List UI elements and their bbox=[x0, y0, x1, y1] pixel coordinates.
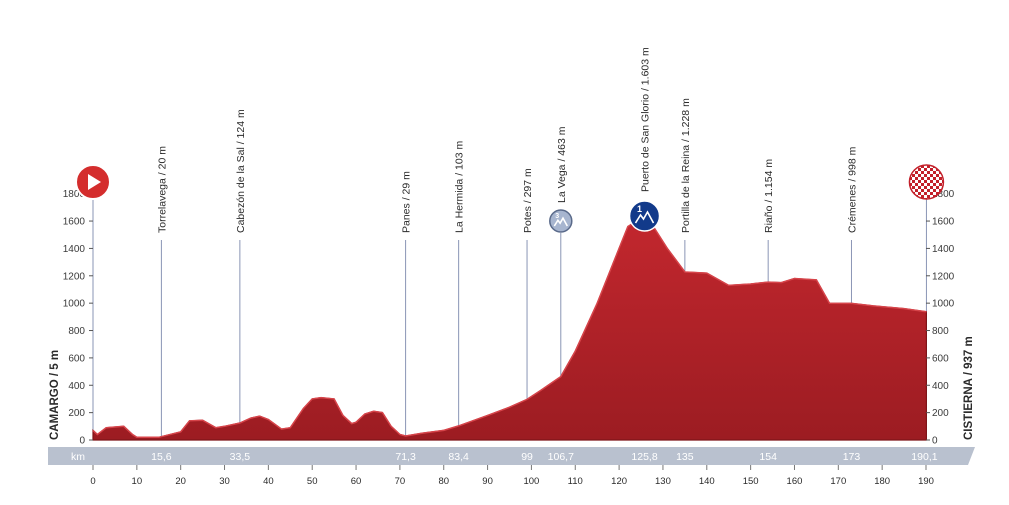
waypoint-label-2: Panes / 29 m bbox=[401, 171, 413, 233]
y-tick-left-400: 400 bbox=[68, 381, 85, 392]
y-tick-right-1800: 1800 bbox=[932, 189, 955, 200]
waypoint-label-1: Cabezón de la Sal / 124 m bbox=[235, 109, 247, 233]
waypoint-label-7: Portilla de la Reina / 1.228 m bbox=[680, 98, 692, 233]
y-tick-right-1200: 1200 bbox=[932, 271, 955, 282]
band-km-finish: 190,1 bbox=[911, 451, 937, 463]
y-tick-left-200: 200 bbox=[68, 408, 85, 419]
band-km-6: 125,8 bbox=[631, 451, 657, 463]
x-tick-140: 140 bbox=[699, 476, 715, 487]
y-tick-left-800: 800 bbox=[68, 326, 85, 337]
x-tick-100: 100 bbox=[523, 476, 539, 487]
y-tick-left-1200: 1200 bbox=[63, 271, 86, 282]
y-tick-left-1600: 1600 bbox=[63, 217, 86, 228]
x-tick-20: 20 bbox=[175, 476, 186, 487]
x-axis-label: km bbox=[71, 451, 85, 463]
x-tick-60: 60 bbox=[351, 476, 362, 487]
y-tick-left-1000: 1000 bbox=[63, 299, 86, 310]
waypoint-label-4: Potes / 297 m bbox=[522, 168, 534, 233]
x-tick-120: 120 bbox=[611, 476, 627, 487]
y-tick-right-200: 200 bbox=[932, 408, 949, 419]
profile-ridge-line bbox=[92, 219, 927, 439]
band-km-7: 135 bbox=[676, 451, 694, 463]
waypoint-label-3: La Hermida / 103 m bbox=[454, 141, 466, 233]
x-tick-0: 0 bbox=[90, 476, 95, 487]
start-label: CAMARGO / 5 m bbox=[49, 350, 61, 440]
band-km-9: 173 bbox=[843, 451, 861, 463]
climb-category-text: 1 bbox=[637, 204, 642, 214]
x-tick-40: 40 bbox=[263, 476, 274, 487]
x-tick-70: 70 bbox=[395, 476, 406, 487]
x-tick-190: 190 bbox=[918, 476, 934, 487]
band-km-8: 154 bbox=[759, 451, 777, 463]
x-tick-180: 180 bbox=[874, 476, 890, 487]
x-tick-80: 80 bbox=[438, 476, 449, 487]
waypoint-label-5: La Vega / 463 m bbox=[556, 126, 568, 203]
waypoint-label-8: Riaño / 1.154 m bbox=[763, 159, 775, 233]
band-km-0: 15,6 bbox=[151, 451, 172, 463]
x-tick-90: 90 bbox=[482, 476, 493, 487]
y-tick-left-600: 600 bbox=[68, 353, 85, 364]
waypoint-label-9: Crémenes / 998 m bbox=[846, 146, 858, 233]
x-tick-160: 160 bbox=[787, 476, 803, 487]
waypoint-label-0: Torrelavega / 20 m bbox=[156, 146, 168, 233]
finish-label: CISTIERNA / 937 m bbox=[963, 336, 975, 440]
band-km-3: 83,4 bbox=[448, 451, 469, 463]
y-tick-right-0: 0 bbox=[932, 436, 938, 447]
band-km-2: 71,3 bbox=[395, 451, 416, 463]
y-tick-right-600: 600 bbox=[932, 353, 949, 364]
x-tick-30: 30 bbox=[219, 476, 230, 487]
x-tick-130: 130 bbox=[655, 476, 671, 487]
play-icon bbox=[88, 174, 101, 190]
x-tick-110: 110 bbox=[568, 476, 583, 487]
mountain-icon bbox=[634, 210, 655, 224]
y-tick-right-1600: 1600 bbox=[932, 217, 955, 228]
mountain-icon bbox=[553, 216, 569, 227]
x-tick-50: 50 bbox=[307, 476, 318, 487]
y-tick-left-1800: 1800 bbox=[63, 189, 86, 200]
y-tick-left-1400: 1400 bbox=[63, 244, 86, 255]
y-tick-right-800: 800 bbox=[932, 326, 949, 337]
x-tick-10: 10 bbox=[132, 476, 143, 487]
band-km-1: 33,5 bbox=[230, 451, 251, 463]
band-km-5: 106,7 bbox=[548, 451, 574, 463]
y-tick-right-1000: 1000 bbox=[932, 299, 955, 310]
waypoint-label-6: Puerto de San Glorio / 1.603 m bbox=[640, 47, 652, 192]
climb-category-text: 3 bbox=[555, 213, 559, 220]
x-tick-150: 150 bbox=[743, 476, 759, 487]
x-tick-170: 170 bbox=[830, 476, 846, 487]
finish-flag-icon bbox=[908, 164, 945, 200]
km-band bbox=[48, 447, 975, 465]
y-tick-right-1400: 1400 bbox=[932, 244, 955, 255]
band-km-4: 99 bbox=[521, 451, 533, 463]
y-tick-right-400: 400 bbox=[932, 381, 949, 392]
y-tick-left-0: 0 bbox=[79, 436, 85, 447]
